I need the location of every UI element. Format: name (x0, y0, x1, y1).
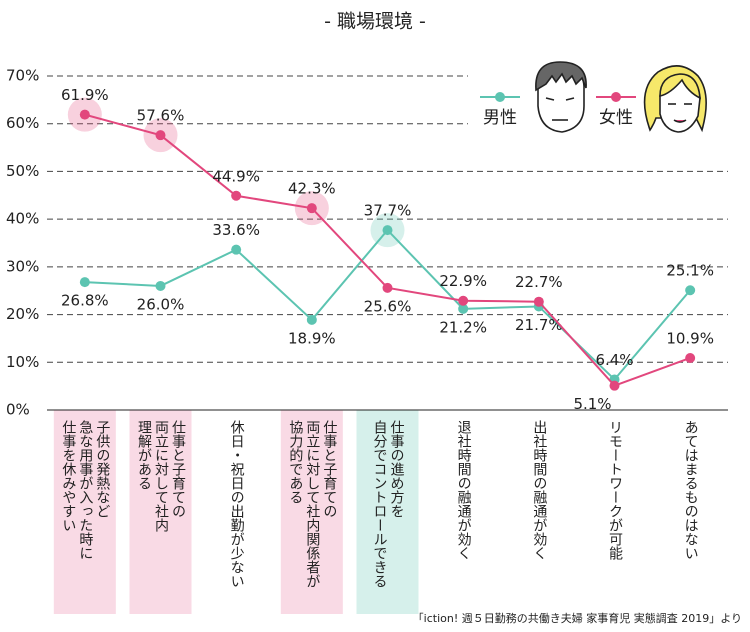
data-point (458, 303, 469, 314)
data-label: 33.6% (212, 221, 260, 239)
data-label: 21.2% (439, 318, 487, 336)
category-highlight (129, 410, 192, 614)
category-highlight (356, 410, 419, 614)
data-point (155, 130, 166, 141)
data-point (533, 296, 544, 307)
y-tick-label: 50% (6, 162, 39, 180)
data-label: 61.9% (61, 86, 109, 104)
data-point (306, 203, 317, 214)
data-point (79, 109, 90, 120)
legend: 男性 女性 (468, 60, 738, 150)
data-label: 25.6% (364, 297, 412, 315)
data-label: 21.7% (515, 316, 563, 334)
series-line (84, 113, 691, 387)
legend-marker (495, 92, 505, 102)
chart-title: - 職場環境 - (324, 11, 426, 33)
data-point (155, 280, 166, 291)
data-point (306, 314, 317, 325)
legend-marker (611, 92, 621, 102)
data-point (79, 277, 90, 288)
data-point (231, 190, 242, 201)
y-tick-label: 70% (6, 67, 39, 85)
data-point (382, 225, 393, 236)
data-point (609, 380, 620, 391)
x-tick-label: 仕事の進め方を 自分でコントロールできる (371, 420, 405, 588)
data-label: 37.7% (364, 202, 412, 220)
data-point (685, 352, 696, 363)
data-point (685, 285, 696, 296)
y-tick-label: 10% (6, 353, 39, 371)
data-label: 10.9% (666, 329, 714, 347)
y-tick-label: 20% (6, 305, 39, 323)
category-highlight (280, 410, 343, 614)
data-label: 22.9% (439, 272, 487, 290)
data-label: 26.8% (61, 292, 109, 310)
data-label: 42.3% (288, 180, 336, 198)
male-icon (535, 61, 587, 133)
source-note: 「iction! 週５日勤務の共働き夫婦 家事育児 実態調査 2019」より (412, 612, 742, 625)
data-label: 57.6% (137, 107, 185, 125)
x-tick-label: 仕事と子育ての 両立に対して社内 理解がある (136, 420, 186, 532)
category-highlight (53, 410, 116, 614)
legend-label: 男性 (483, 108, 517, 128)
y-tick-label: 60% (6, 114, 39, 132)
x-tick-label: あてはまるものはない (682, 420, 699, 560)
x-tick-label: 出社時間の融通が効く (531, 420, 548, 560)
y-tick-label: 40% (6, 210, 39, 228)
data-label: 44.9% (212, 167, 260, 185)
x-tick-label: 退社時間の融通が効く (455, 420, 472, 560)
data-label: 5.1% (573, 395, 611, 413)
data-label: 18.9% (288, 329, 336, 347)
data-label: 26.0% (137, 295, 185, 313)
x-tick-label: 子供の発熱など 急な用事が入った時に 仕事を休みやすい (60, 420, 111, 560)
data-label: 22.7% (515, 273, 563, 291)
legend-label: 女性 (599, 108, 633, 128)
data-point (382, 282, 393, 293)
x-tick-label: 仕事と子育ての 両立に対して社内関係者が 協力的である (287, 420, 338, 588)
data-point (458, 295, 469, 306)
data-label: 6.4% (595, 351, 633, 369)
y-tick-label: 30% (6, 257, 39, 275)
data-point (231, 244, 242, 255)
female-icon (643, 65, 707, 133)
data-label: 25.1% (666, 262, 714, 280)
x-tick-label: 休日・祝日の出勤が少ない (228, 420, 245, 588)
x-tick-label: リモートワークが可能 (607, 420, 623, 560)
y-tick-label: 0% (6, 401, 30, 419)
